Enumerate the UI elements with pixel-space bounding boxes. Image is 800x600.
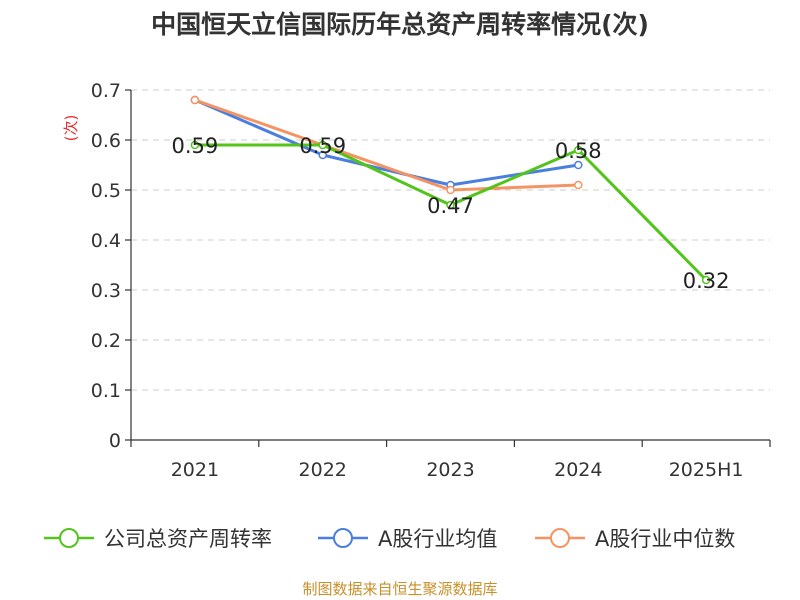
y-tick-label: 0.4 (91, 230, 121, 252)
x-tick-label: 2023 (426, 459, 474, 481)
series-point-1[interactable] (574, 160, 583, 170)
data-label: 0.59 (172, 134, 219, 158)
x-tick-label: 2024 (554, 459, 602, 481)
data-label: 0.58 (555, 139, 602, 163)
y-tick-label: 0.2 (91, 330, 121, 352)
y-tick-label: 0 (109, 430, 121, 452)
data-label: 0.32 (683, 269, 730, 293)
legend-item-2[interactable]: A股行业中位数 (535, 527, 735, 551)
y-tick-label: 0.3 (91, 280, 121, 302)
data-label: 0.47 (427, 194, 474, 218)
chart-title: 中国恒天立信国际历年总资产周转率情况(次) (151, 10, 649, 39)
legend-marker (59, 528, 79, 548)
y-tick-label: 0.6 (91, 130, 121, 152)
axes: 0 0.1 0.2 0.3 0.4 0.5 0.6 0.7 2021 2022 2023 2024 20… (91, 80, 771, 481)
data-labels: 0.59 0.59 0.47 0.58 0.32 (172, 134, 730, 293)
series-line-1 (194, 98, 579, 187)
y-tick-label: 0.5 (91, 180, 121, 202)
legend-marker (333, 528, 353, 548)
legend-marker (550, 528, 570, 548)
y-axis-label: (次) (62, 115, 80, 142)
series-line-2 (194, 98, 579, 192)
legend-item-0[interactable]: 公司总资产周转率 (44, 527, 272, 551)
y-tick-label: 0.7 (91, 80, 121, 102)
data-label: 0.59 (299, 134, 346, 158)
series-point-2[interactable] (574, 180, 583, 190)
legend-label: 公司总资产周转率 (104, 527, 272, 551)
x-tick-label: 2025H1 (669, 459, 744, 481)
grid-lines (131, 89, 770, 391)
source-note: 制图数据来自恒生聚源数据库 (302, 580, 497, 598)
series-point-0[interactable] (701, 275, 711, 285)
series-point-0[interactable] (446, 200, 455, 210)
series-point-1[interactable] (318, 150, 327, 160)
y-tick-label: 0.1 (91, 380, 121, 402)
legend[interactable]: 公司总资产周转率 A股行业均值 A股行业中位数 (44, 527, 735, 551)
series-point-2[interactable] (190, 95, 200, 105)
legend-label: A股行业中位数 (595, 527, 735, 551)
series-point-2[interactable] (446, 185, 455, 195)
series-lines (190, 95, 711, 285)
legend-item-1[interactable]: A股行业均值 (318, 527, 497, 551)
x-tick-label: 2022 (299, 459, 347, 481)
x-tick-label: 2021 (171, 459, 219, 481)
legend-label: A股行业均值 (378, 527, 497, 551)
series-point-0[interactable] (318, 140, 327, 150)
series-point-0[interactable] (574, 145, 583, 155)
series-point-0[interactable] (190, 140, 200, 150)
